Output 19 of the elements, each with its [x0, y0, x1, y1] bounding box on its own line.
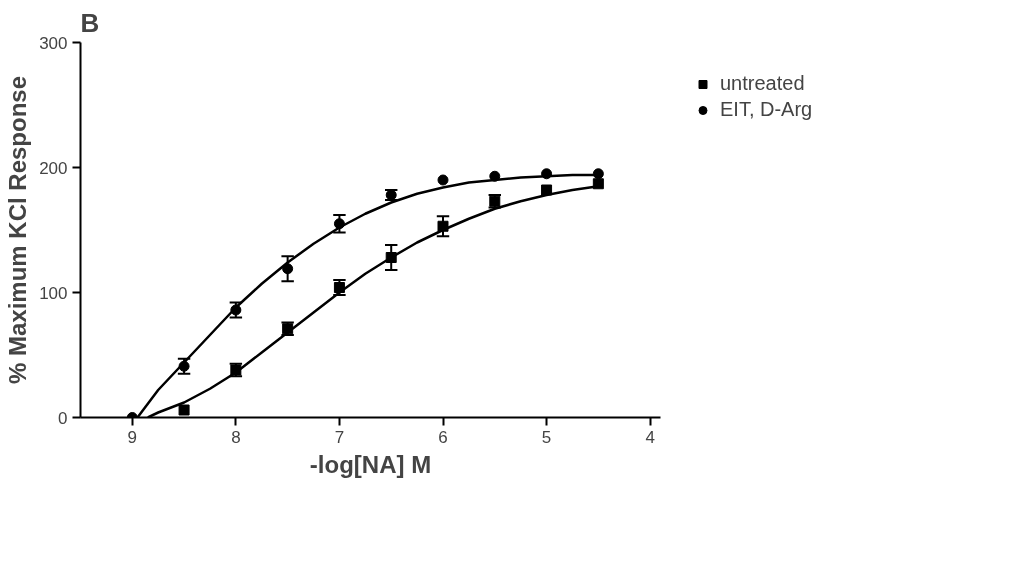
point: [178, 404, 190, 416]
point: [437, 174, 449, 186]
y-tick-label: 0: [58, 408, 68, 428]
legend-label: untreated: [720, 72, 805, 95]
x-tick-label: 4: [645, 427, 655, 447]
y-axis-title: % Maximum KCl Response: [4, 75, 32, 385]
x-tick-label: 8: [231, 427, 241, 447]
point: [592, 168, 604, 180]
point: [541, 184, 553, 196]
y-tick-label: 200: [39, 158, 68, 178]
y-tick-label: 100: [39, 283, 68, 303]
x-tick-label: 7: [334, 427, 345, 447]
legend-label: EIT, D-Arg: [720, 98, 813, 121]
x-tick-label: 9: [127, 427, 138, 447]
x-tick-label: 5: [541, 427, 552, 447]
x-axis-title: -log[NA] M: [309, 450, 432, 478]
y-tick-label: 300: [39, 33, 68, 53]
chart-title: B: [80, 7, 100, 38]
x-tick-label: 6: [438, 427, 448, 447]
